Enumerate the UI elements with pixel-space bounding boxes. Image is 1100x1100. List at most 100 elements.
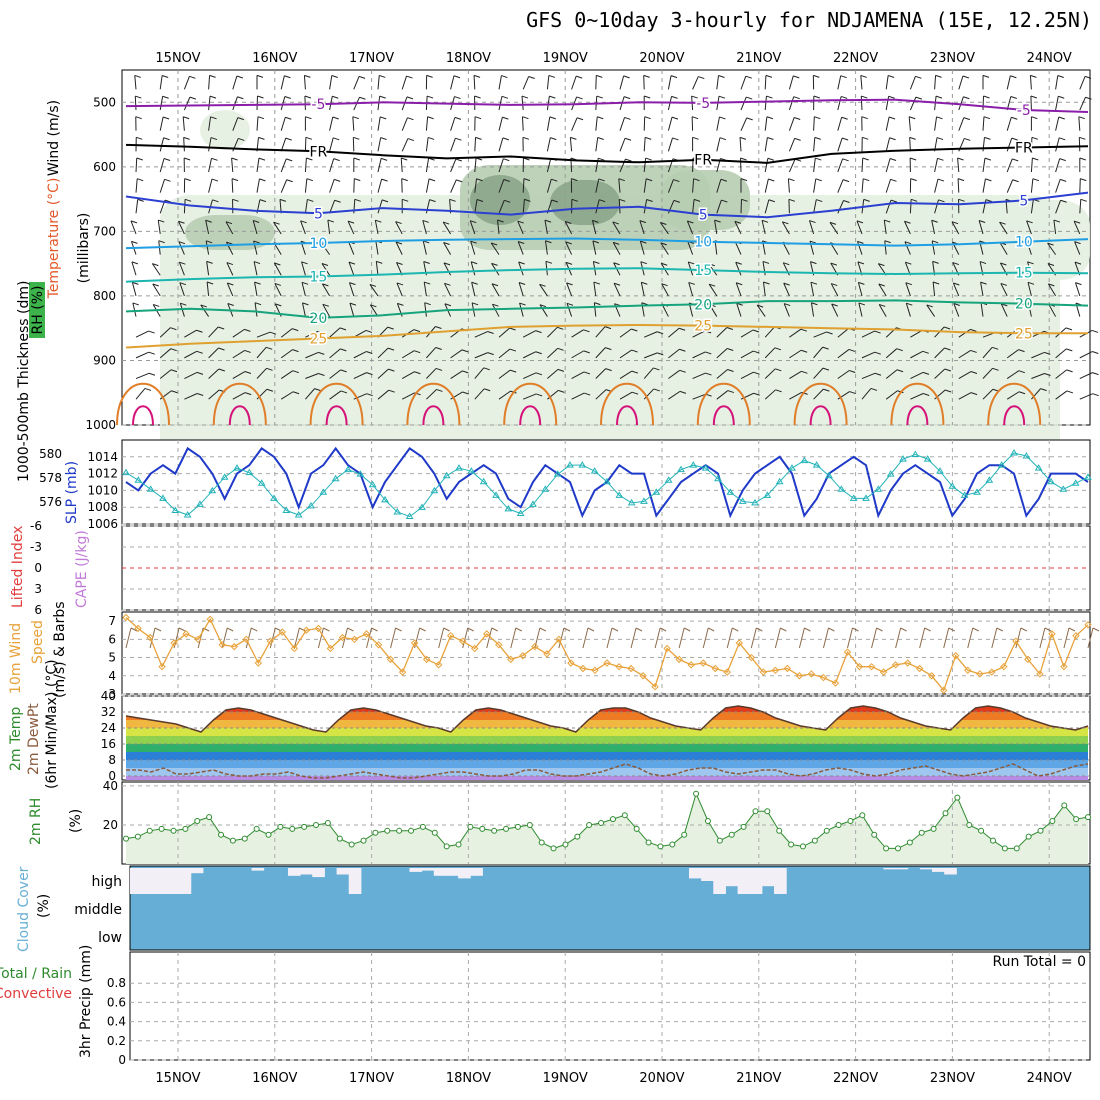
isotherm-FR bbox=[125, 143, 1089, 164]
precip-tick-0.4: 0.4 bbox=[107, 1015, 126, 1029]
wind-barb bbox=[205, 220, 210, 235]
wind-barb bbox=[379, 95, 386, 99]
wind-barb bbox=[957, 157, 964, 161]
wind-barb bbox=[935, 95, 943, 99]
wind-barb bbox=[932, 260, 939, 264]
wind-barb bbox=[406, 96, 414, 100]
wind-barb bbox=[860, 96, 863, 111]
wind-barb bbox=[783, 282, 790, 286]
wind-barb bbox=[226, 241, 233, 245]
wind-barb bbox=[208, 137, 212, 152]
wind10-point bbox=[555, 635, 563, 644]
wind-barb bbox=[497, 219, 500, 234]
wind-barb bbox=[1006, 137, 1013, 152]
label-slp: SLP (mb) bbox=[64, 461, 80, 524]
wind-barb bbox=[535, 351, 542, 355]
wind-barb bbox=[332, 116, 339, 120]
wind-barb bbox=[318, 373, 325, 376]
wind-barb bbox=[200, 304, 207, 308]
wind-barb bbox=[474, 178, 478, 193]
rh2m-point bbox=[206, 814, 213, 821]
wind-barb bbox=[231, 178, 239, 182]
wind-barb bbox=[814, 136, 821, 140]
wind10-point bbox=[1036, 670, 1044, 678]
wind-barb bbox=[492, 303, 499, 307]
wind-barb bbox=[885, 96, 890, 111]
wind-barb bbox=[593, 281, 601, 285]
wind10-barb bbox=[419, 627, 426, 632]
wind10-point bbox=[711, 664, 719, 673]
wind-barb bbox=[254, 281, 261, 285]
wind-barb bbox=[764, 326, 775, 338]
thickness-point bbox=[344, 465, 352, 473]
wind-barb bbox=[130, 220, 138, 224]
wind-barb bbox=[178, 262, 185, 276]
wind-barb bbox=[425, 178, 430, 193]
wind-barb bbox=[236, 75, 244, 79]
wind-barb bbox=[280, 117, 286, 131]
wind-barb bbox=[984, 136, 991, 140]
wind-barb bbox=[435, 367, 443, 371]
wind10-point bbox=[663, 644, 671, 653]
wind-barb bbox=[1032, 157, 1039, 161]
rh2m-point bbox=[883, 845, 890, 852]
wind-barb bbox=[544, 219, 552, 223]
wind-barb bbox=[591, 220, 597, 235]
rh2m-point bbox=[241, 835, 248, 842]
wind-barb bbox=[286, 179, 293, 183]
wind-barb bbox=[958, 75, 964, 90]
temp-band bbox=[126, 736, 1088, 744]
wind-barb bbox=[814, 116, 821, 120]
wind-barb bbox=[673, 179, 680, 183]
rh2m-ylabel: 2m RH (%) bbox=[28, 798, 84, 845]
wind-barb bbox=[304, 157, 307, 173]
slp-tick-1006: 1006 bbox=[87, 517, 118, 531]
wind-barb bbox=[380, 116, 387, 120]
wind-barb bbox=[575, 75, 583, 79]
wind-barb bbox=[131, 240, 138, 244]
wind-barb bbox=[885, 369, 898, 379]
thickness-point bbox=[368, 480, 377, 488]
label-wind: Wind (m/s) bbox=[46, 100, 62, 176]
wind-barb bbox=[218, 368, 225, 372]
label-precip: 3hr Precip (mm) bbox=[78, 945, 94, 1058]
wind10-point bbox=[699, 659, 707, 667]
wind-barb bbox=[595, 137, 599, 152]
wind-barb bbox=[904, 221, 911, 235]
cloud-gap-bar bbox=[445, 868, 459, 876]
wind-barb bbox=[861, 95, 868, 99]
wind10-point bbox=[1012, 637, 1020, 645]
wind-barb bbox=[906, 302, 913, 306]
wind-barb bbox=[943, 326, 951, 330]
wind-barb bbox=[551, 178, 558, 182]
wind10-barb bbox=[991, 627, 998, 649]
wind10-barb bbox=[539, 627, 547, 632]
rh2m-point bbox=[194, 818, 201, 825]
wind-barb bbox=[396, 282, 403, 297]
wind-barb bbox=[273, 221, 282, 235]
wind-barb bbox=[613, 262, 620, 266]
rh2m-point bbox=[372, 829, 379, 836]
wind-barb bbox=[136, 157, 143, 161]
slp-tick-1014: 1014 bbox=[87, 450, 118, 464]
wind-barb bbox=[329, 369, 341, 379]
wind-barb bbox=[536, 393, 543, 397]
wind10-barb bbox=[780, 627, 787, 632]
wind-barb bbox=[766, 116, 774, 120]
rh2m-point bbox=[811, 837, 818, 844]
lifted-tick-6: 6 bbox=[34, 603, 42, 617]
wind-barb bbox=[837, 370, 850, 379]
wind-barb bbox=[306, 178, 314, 182]
contour-30 bbox=[890, 382, 945, 426]
wind-barb bbox=[184, 198, 192, 202]
wind-tick-4: 4 bbox=[108, 669, 116, 683]
wind-barb bbox=[861, 388, 872, 400]
date-bottom-18NOV: 18NOV bbox=[446, 1071, 491, 1086]
wind-barb bbox=[857, 282, 863, 297]
wind-barb bbox=[375, 240, 379, 255]
wind-barb bbox=[999, 221, 1006, 225]
rh2m-point bbox=[384, 827, 391, 834]
rh2m-point bbox=[906, 839, 913, 846]
wind-barb bbox=[862, 157, 869, 161]
